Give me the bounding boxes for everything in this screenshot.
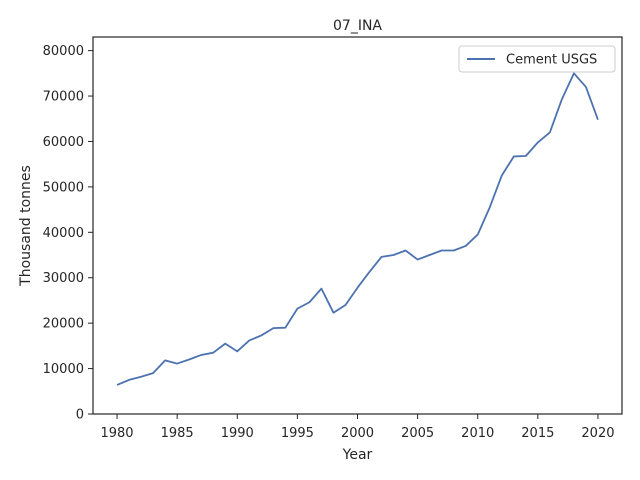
x-tick-label: 2010 [461, 426, 494, 441]
x-axis: 1980 1985 1990 1995 2000 2005 2010 2015 2020 [100, 414, 615, 441]
y-tick-label: 0 [76, 408, 84, 423]
y-tick-label: 70000 [43, 90, 84, 105]
y-tick-label: 40000 [43, 226, 84, 241]
series-layer [116, 72, 599, 386]
y-tick-label: 80000 [43, 44, 84, 59]
x-tick-label: 1985 [161, 426, 194, 441]
y-tick-label: 60000 [43, 135, 84, 150]
x-axis-label: Year [342, 447, 373, 463]
y-tick-label: 30000 [43, 271, 84, 286]
x-tick-label: 2005 [401, 426, 434, 441]
x-tick-label: 2015 [521, 426, 554, 441]
y-axis: 0 10000 20000 30000 40000 50000 60000 70000 8000… [43, 44, 93, 423]
x-tick-label: 1995 [281, 426, 314, 441]
chart-title: 07_INA [333, 18, 382, 34]
legend: Cement USGS [458, 45, 616, 73]
x-tick-label: 2020 [581, 426, 614, 441]
y-axis-label: Thousand tonnes [18, 165, 34, 287]
legend-label-cement-usgs: Cement USGS [506, 53, 597, 68]
series-line-cement-usgs [116, 72, 599, 386]
y-tick-label: 50000 [43, 180, 84, 195]
x-tick-label: 2000 [341, 426, 374, 441]
x-tick-label: 1980 [100, 426, 133, 441]
plot-frame [92, 36, 623, 415]
y-tick-label: 20000 [43, 317, 84, 332]
legend-box [458, 45, 616, 73]
y-tick-label: 10000 [43, 362, 84, 377]
x-tick-label: 1990 [221, 426, 254, 441]
